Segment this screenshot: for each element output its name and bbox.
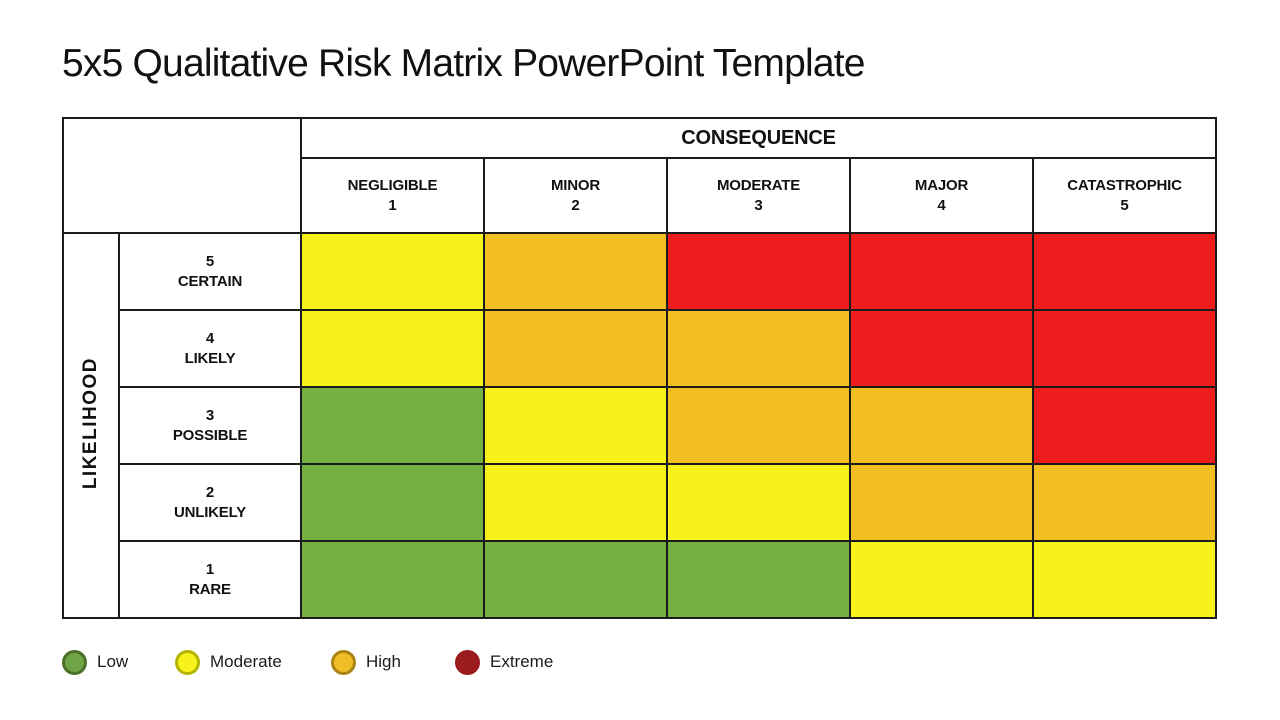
risk-cell: [1032, 463, 1217, 542]
row-header-unlikely: 2 UNLIKELY: [118, 463, 302, 542]
row-header-rare: 1 RARE: [118, 540, 302, 619]
risk-cell: [483, 232, 668, 311]
legend-label: Moderate: [210, 652, 282, 671]
legend-label: Low: [97, 652, 129, 671]
column-header-label: MODERATE: [716, 176, 801, 194]
row-header-number: 4: [205, 329, 215, 347]
legend-item-moderate: Moderate: [175, 645, 282, 679]
row-header-label: RARE: [189, 580, 231, 598]
column-header-minor: MINOR 2: [483, 157, 668, 234]
column-header-major: MAJOR 4: [849, 157, 1034, 234]
risk-cell: [666, 386, 851, 465]
corner-empty-cell: [62, 117, 302, 234]
legend-label: High: [366, 652, 401, 671]
risk-cell: [1032, 540, 1217, 619]
legend-item-low: Low: [62, 645, 128, 679]
column-header-number: 1: [388, 196, 397, 214]
likelihood-axis-label: LIKELIHOOD: [80, 356, 101, 490]
legend-label: Extreme: [490, 652, 554, 671]
row-header-label: CERTAIN: [177, 272, 243, 290]
risk-cell: [300, 463, 485, 542]
column-header-moderate: MODERATE 3: [666, 157, 851, 234]
column-header-number: 3: [754, 196, 763, 214]
risk-cell: [483, 386, 668, 465]
row-header-label: LIKELY: [184, 349, 236, 367]
row-header-label: UNLIKELY: [173, 503, 247, 521]
row-header-number: 5: [205, 252, 215, 270]
column-header-label: MINOR: [551, 176, 600, 194]
row-header-likely: 4 LIKELY: [118, 309, 302, 388]
likelihood-axis-header: LIKELIHOOD: [62, 232, 120, 619]
risk-cell: [1032, 309, 1217, 388]
risk-cell: [666, 232, 851, 311]
risk-cell: [300, 232, 485, 311]
column-header-negligible: NEGLIGIBLE 1: [300, 157, 485, 234]
legend-item-extreme: Extreme: [455, 645, 553, 679]
column-header-label: NEGLIGIBLE: [347, 176, 438, 194]
row-header-possible: 3 POSSIBLE: [118, 386, 302, 465]
risk-cell: [666, 309, 851, 388]
risk-legend: Low Moderate High Extreme: [0, 645, 1280, 681]
risk-cell: [849, 232, 1034, 311]
consequence-axis-header: CONSEQUENCE: [300, 117, 1217, 159]
slide-title: 5x5 Qualitative Risk Matrix PowerPoint T…: [62, 42, 866, 85]
column-header-number: 4: [937, 196, 946, 214]
extreme-swatch-icon: [455, 649, 480, 675]
row-header-number: 2: [205, 483, 215, 501]
column-header-label: MAJOR: [914, 176, 969, 194]
high-swatch-icon: [331, 649, 356, 675]
row-header-number: 3: [205, 406, 215, 424]
risk-cell: [483, 463, 668, 542]
risk-cell: [300, 540, 485, 619]
row-header-label: POSSIBLE: [172, 426, 248, 444]
low-swatch-icon: [62, 649, 87, 675]
risk-cell: [849, 309, 1034, 388]
column-header-number: 5: [1120, 196, 1129, 214]
risk-cell: [849, 540, 1034, 619]
risk-cell: [483, 540, 668, 619]
risk-cell: [300, 386, 485, 465]
risk-cell: [849, 463, 1034, 542]
risk-cell: [849, 386, 1034, 465]
legend-item-high: High: [331, 645, 401, 679]
column-header-label: CATASTROPHIC: [1067, 176, 1182, 194]
risk-cell: [666, 540, 851, 619]
moderate-swatch-icon: [175, 649, 200, 675]
risk-cell: [483, 309, 668, 388]
risk-cell: [1032, 386, 1217, 465]
risk-cell: [666, 463, 851, 542]
row-header-number: 1: [205, 560, 215, 578]
column-header-catastrophic: CATASTROPHIC 5: [1032, 157, 1217, 234]
risk-cell: [300, 309, 485, 388]
row-header-certain: 5 CERTAIN: [118, 232, 302, 311]
column-header-number: 2: [571, 196, 580, 214]
risk-matrix-table: CONSEQUENCE NEGLIGIBLE 1 MINOR 2 MODERAT…: [62, 117, 1217, 619]
risk-cell: [1032, 232, 1217, 311]
